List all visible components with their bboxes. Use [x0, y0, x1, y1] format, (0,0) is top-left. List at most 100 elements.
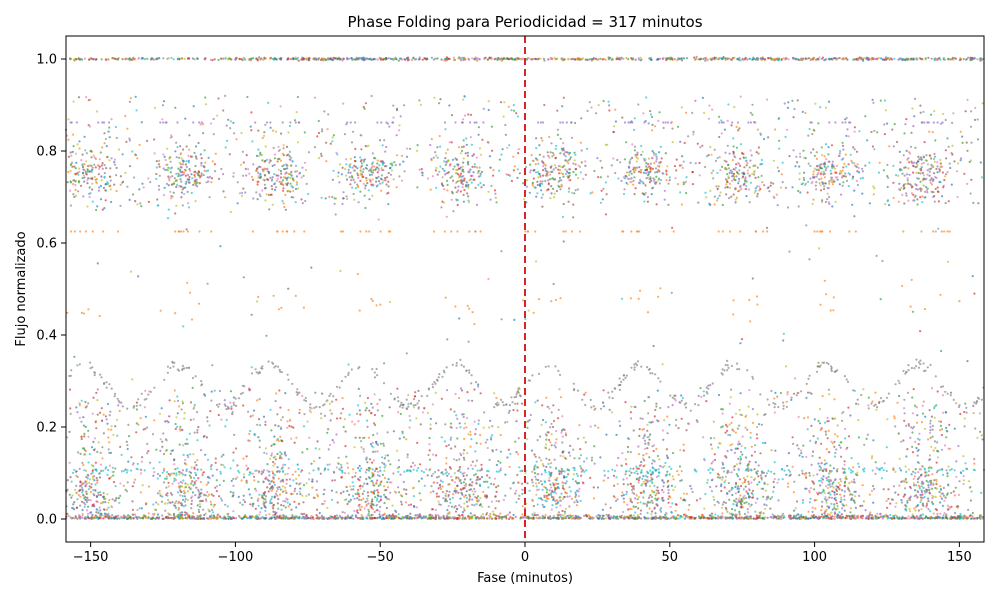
data-point	[379, 498, 383, 501]
data-point	[536, 503, 539, 506]
data-point	[188, 181, 191, 184]
data-point	[267, 490, 270, 493]
data-point	[465, 181, 468, 184]
data-point	[116, 517, 119, 520]
data-point	[282, 147, 285, 150]
data-point	[105, 508, 108, 511]
data-point	[569, 490, 572, 493]
data-point	[122, 180, 125, 183]
data-point	[490, 56, 493, 59]
data-point	[81, 171, 85, 174]
data-point	[155, 172, 158, 176]
data-point	[184, 168, 187, 171]
data-point	[159, 494, 162, 497]
data-point	[270, 517, 273, 520]
data-point	[464, 58, 467, 61]
data-point	[269, 159, 272, 162]
data-point	[337, 516, 340, 519]
data-point	[915, 57, 918, 60]
data-point	[277, 149, 281, 152]
data-point	[187, 154, 190, 157]
data-point	[448, 490, 451, 493]
data-point	[654, 153, 658, 156]
data-point	[207, 156, 210, 159]
data-point	[526, 482, 529, 485]
data-point	[608, 516, 611, 519]
data-point	[82, 195, 85, 198]
data-point	[276, 486, 279, 489]
data-point	[971, 516, 974, 519]
data-point	[266, 463, 269, 466]
data-point	[376, 494, 379, 497]
data-point	[345, 158, 348, 161]
data-point	[198, 503, 202, 506]
data-point	[295, 506, 298, 509]
data-point	[136, 508, 139, 512]
data-point	[440, 58, 443, 61]
data-point	[185, 145, 188, 148]
data-point	[525, 166, 528, 169]
data-point	[206, 416, 209, 419]
data-point	[254, 517, 257, 520]
data-point	[273, 153, 277, 156]
data-point	[557, 408, 560, 411]
data-point	[435, 154, 438, 157]
data-point	[71, 165, 74, 168]
data-point	[460, 121, 464, 124]
data-point	[352, 488, 355, 491]
data-point	[301, 58, 304, 61]
data-point	[78, 147, 81, 150]
data-point	[450, 447, 453, 450]
data-point	[169, 160, 172, 163]
data-point	[145, 57, 148, 61]
data-point	[183, 495, 186, 498]
data-point	[471, 311, 474, 314]
data-point	[244, 167, 247, 170]
data-point	[444, 499, 447, 503]
data-point	[76, 451, 80, 454]
data-point	[563, 428, 566, 431]
data-point	[726, 57, 730, 60]
data-point	[404, 58, 407, 61]
data-point	[548, 438, 551, 442]
data-point	[539, 175, 542, 179]
data-point	[512, 513, 515, 517]
data-point	[163, 502, 167, 505]
data-point	[519, 57, 522, 60]
data-point	[630, 172, 633, 175]
data-point	[345, 455, 348, 458]
data-point	[185, 160, 188, 163]
data-point	[277, 174, 280, 177]
data-point	[505, 57, 508, 60]
data-point	[367, 189, 370, 192]
data-point	[449, 498, 452, 501]
data-point	[117, 148, 121, 151]
data-point	[78, 514, 81, 517]
data-point	[746, 58, 749, 61]
data-point	[282, 164, 286, 167]
data-point	[448, 517, 451, 520]
data-point	[170, 493, 174, 496]
data-point	[189, 476, 193, 479]
data-point	[199, 480, 202, 484]
data-point	[274, 517, 278, 520]
data-point	[291, 57, 295, 60]
data-point	[510, 57, 513, 60]
data-point	[398, 491, 401, 494]
data-point	[412, 495, 415, 498]
data-point	[566, 495, 569, 498]
data-point	[156, 57, 159, 60]
data-point	[664, 152, 667, 155]
data-point	[156, 477, 159, 480]
data-point	[343, 511, 346, 514]
data-point	[567, 58, 570, 61]
data-point	[638, 58, 641, 61]
data-point	[435, 492, 438, 495]
data-point	[273, 58, 276, 61]
data-point	[376, 184, 379, 187]
data-point	[351, 176, 354, 179]
data-point	[276, 502, 279, 505]
data-point	[279, 169, 282, 173]
data-point	[89, 177, 92, 180]
data-point	[462, 474, 465, 478]
